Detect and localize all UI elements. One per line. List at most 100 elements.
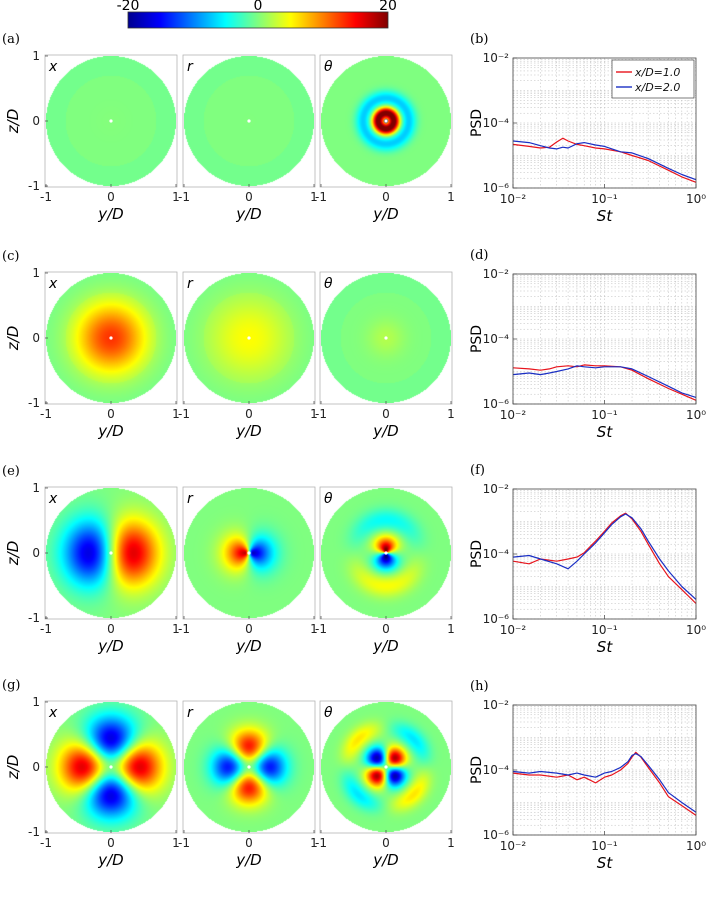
y-tick-label: 1 (32, 481, 40, 495)
y-tick-label: 10⁻⁶ (483, 397, 510, 411)
colorbar-tick-zero: 0 (254, 0, 263, 14)
y-axis-label: PSD (469, 109, 485, 137)
x-axis-label: y/D (372, 422, 398, 440)
psd-chart: (b)10⁻² 10⁻¹ 10⁰10⁻²10⁻⁴10⁻⁶StPSDx/D=1.0x/… (469, 32, 706, 225)
psd-series-line (512, 365, 697, 398)
mode-map: x -1 0 1 y/D 1 0 -1 z/D (4, 49, 180, 223)
legend-entry: x/D=2.0 (634, 81, 680, 94)
x-tick-label: 10⁰ (686, 408, 706, 422)
x-tick-label: 0 (245, 407, 253, 421)
y-tick-label: 10⁻² (483, 482, 510, 496)
y-axis-label: z/D (4, 755, 22, 780)
x-tick-label: 0 (245, 622, 253, 636)
y-tick-label: 1 (32, 266, 40, 280)
component-label: x (48, 705, 58, 721)
x-tick-label: 10⁰ (686, 192, 706, 206)
x-tick-label: -1 (40, 622, 52, 636)
x-axis-label: y/D (235, 205, 261, 223)
y-tick-label: 1 (32, 695, 40, 709)
x-tick-label: -1 (178, 622, 190, 636)
y-tick-label: 0 (32, 114, 40, 128)
panel-label-right: (f) (470, 463, 485, 478)
y-tick-label: 0 (32, 546, 40, 560)
mode-map: θ -1 0 1 y/D (315, 700, 455, 869)
x-axis-label: y/D (372, 205, 398, 223)
x-tick-label: 0 (107, 836, 115, 850)
y-tick-label: -1 (28, 825, 40, 839)
y-axis-label: PSD (469, 756, 485, 784)
colorbar-tick-max: 20 (379, 0, 397, 14)
x-tick-label: 1 (310, 836, 318, 850)
y-tick-label: 10⁻⁶ (483, 612, 510, 626)
mode-map: θ -1 0 1 y/D (315, 271, 455, 440)
mode-map: θ -1 0 1 y/D (315, 54, 455, 223)
x-axis-label: y/D (97, 422, 123, 440)
x-axis-label: y/D (235, 851, 261, 869)
colorbar-gradient (127, 11, 389, 29)
psd-series-line (512, 751, 697, 816)
x-tick-label: 10⁻² (500, 839, 527, 853)
y-tick-label: 10⁻⁶ (483, 828, 510, 842)
mode-map: θ -1 0 1 y/D (315, 486, 455, 655)
psd-chart: (h) 10⁻² 10⁻¹ 10⁰ 10⁻² 10⁻⁴ 10⁻⁶ St PSD (469, 679, 706, 872)
component-label: θ (324, 491, 333, 507)
x-tick-label: 1 (310, 190, 318, 204)
y-tick-label: 10⁻⁴ (483, 116, 510, 130)
y-tick-label: 10⁻⁴ (483, 332, 510, 346)
x-tick-label: 1 (447, 407, 455, 421)
x-tick-label: 10⁻¹ (591, 192, 618, 206)
y-tick-label: -1 (28, 611, 40, 625)
x-tick-label: 0 (107, 190, 115, 204)
component-label: x (48, 276, 58, 292)
mode-map: x -1 0 1 y/D 1 0 -1 z/D (4, 695, 180, 869)
panel-label-right: (h) (470, 679, 489, 694)
colorbar-tick-min: -20 (117, 0, 140, 14)
colorbar: -20 0 20 (117, 0, 397, 29)
center-dot (384, 119, 388, 123)
mode-map: r -1 0 1 y/D (178, 54, 318, 223)
x-axis-label: St (597, 638, 614, 656)
psd-charts: (b)10⁻² 10⁻¹ 10⁰10⁻²10⁻⁴10⁻⁶StPSDx/D=1.0x/… (469, 32, 706, 872)
x-tick-label: 10⁻¹ (591, 623, 618, 637)
psd-series-line (512, 753, 697, 813)
x-tick-label: 1 (447, 622, 455, 636)
x-tick-label: 1 (172, 190, 180, 204)
x-axis-label: y/D (372, 637, 398, 655)
legend: x/D=1.0 x/D=2.0 (611, 59, 695, 99)
x-tick-label: 0 (382, 407, 390, 421)
x-tick-label: 1 (310, 622, 318, 636)
x-tick-label: 1 (310, 407, 318, 421)
x-tick-label: -1 (315, 836, 327, 850)
y-tick-label: 1 (32, 49, 40, 63)
center-dot (109, 119, 113, 123)
panel-label-right: (d) (470, 248, 488, 263)
component-label: r (187, 491, 194, 507)
x-tick-label: -1 (40, 190, 52, 204)
y-axis-label: PSD (469, 325, 485, 353)
legend-entry: x/D=1.0 (634, 66, 680, 79)
component-label: r (187, 705, 194, 721)
y-tick-label: 10⁻² (483, 698, 510, 712)
component-label: x (48, 491, 58, 507)
x-tick-label: 10⁻² (500, 408, 527, 422)
center-dot (109, 551, 113, 555)
x-tick-label: 1 (447, 190, 455, 204)
mode-maps: (a) x -1 0 1 y/D 1 0 -1 z/D r -1 0 1 y/D θ -1 0 1 y/D (c) x -1… (2, 32, 455, 869)
x-tick-label: 10⁻² (500, 623, 527, 637)
component-label: θ (324, 705, 333, 721)
psd-series-line (512, 513, 697, 600)
y-tick-label: -1 (28, 179, 40, 193)
center-dot (247, 336, 251, 340)
component-label: r (187, 276, 194, 292)
psd-series-line (512, 512, 697, 604)
x-tick-label: -1 (315, 190, 327, 204)
mode-map: r -1 0 1 y/D (178, 700, 318, 869)
x-tick-label: 0 (382, 190, 390, 204)
x-tick-label: 1 (447, 836, 455, 850)
center-dot (109, 336, 113, 340)
x-tick-label: 10⁰ (686, 623, 706, 637)
x-tick-label: 10⁻² (500, 192, 527, 206)
center-dot (384, 336, 388, 340)
psd-series-line (512, 364, 697, 401)
